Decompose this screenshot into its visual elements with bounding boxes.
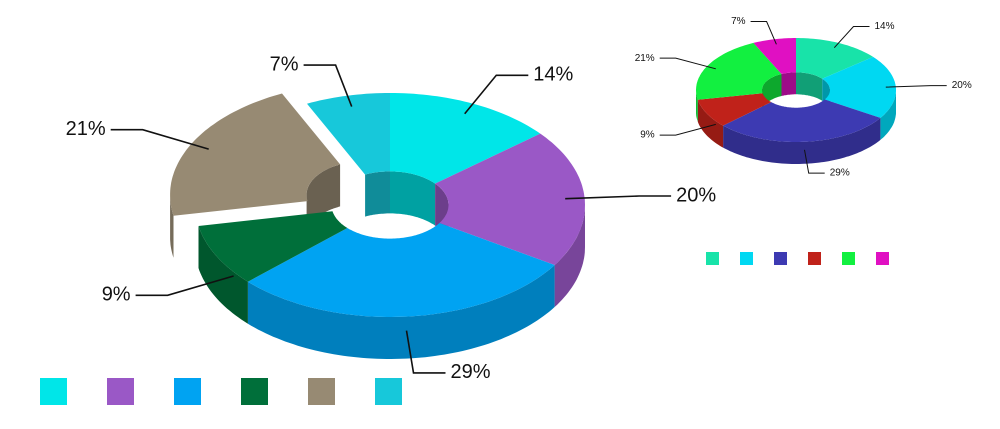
leader-line [110,128,209,150]
legend-swatch [808,252,821,265]
slice-top [247,223,555,317]
slice-top [198,211,348,282]
legend [40,378,402,405]
slice-top [697,93,772,126]
slice-top [390,93,541,184]
leader-line [659,123,716,136]
data-label: 9% [102,284,131,306]
inner-wall [781,72,796,96]
legend-swatch [375,378,402,405]
data-label: 14% [533,64,573,86]
outer-wall [170,194,174,258]
leader-line [885,85,947,88]
slice-top [696,42,782,100]
outer-wall [198,226,248,324]
inner-wall [390,171,436,226]
outer-wall [880,90,896,140]
legend-swatch [876,252,889,265]
legend-swatch [308,378,335,405]
slice-top [796,38,874,79]
leader-line [464,74,529,115]
data-label: 14% [874,21,894,32]
legend-swatch [107,378,134,405]
outer-wall [247,265,555,359]
data-label: 7% [270,53,299,75]
data-label: 29% [830,168,850,179]
leader-line [659,57,716,70]
slice-top [170,93,341,216]
data-label: 20% [952,80,972,91]
leader-line [750,21,777,45]
data-label: 21% [635,53,655,64]
outer-wall [697,99,724,148]
data-label: 7% [731,16,746,27]
tops [170,93,585,317]
data-label: 29% [450,361,490,383]
slice-top [822,56,896,118]
slice-top [753,38,796,74]
tops [696,38,896,142]
legend-swatch [706,252,719,265]
leader-line [303,64,353,107]
legend-swatch [740,252,753,265]
data-label: 21% [66,118,106,140]
data-label: 20% [676,184,716,206]
legend [706,252,889,265]
legend-swatch [241,378,268,405]
slice-top [435,133,585,265]
leader-line [565,195,672,200]
leader-line [833,26,870,49]
legend-swatch [774,252,787,265]
legend-swatch [842,252,855,265]
labels: 14% 20% 29% 9% 21% 7% [66,53,717,383]
legend-swatch [174,378,201,405]
outer-wall [554,205,585,307]
data-label: 9% [640,130,655,141]
leader-line [405,330,446,374]
outer-wall [696,90,698,122]
legend-swatch [40,378,67,405]
labels: 14% 20% 29% 9% 21% 7% [635,16,972,179]
outer-wall [723,117,881,164]
inner-wall [365,171,390,217]
inner-wall [796,72,823,101]
slice-top [307,93,390,175]
donut-chart: 14% 20% 29% 9% 21% 7% [40,53,716,405]
slice-top [723,99,881,142]
leader-line [135,275,234,297]
donut-chart: 14% 20% 29% 9% 21% 7% [635,16,972,265]
leader-line [804,149,825,174]
